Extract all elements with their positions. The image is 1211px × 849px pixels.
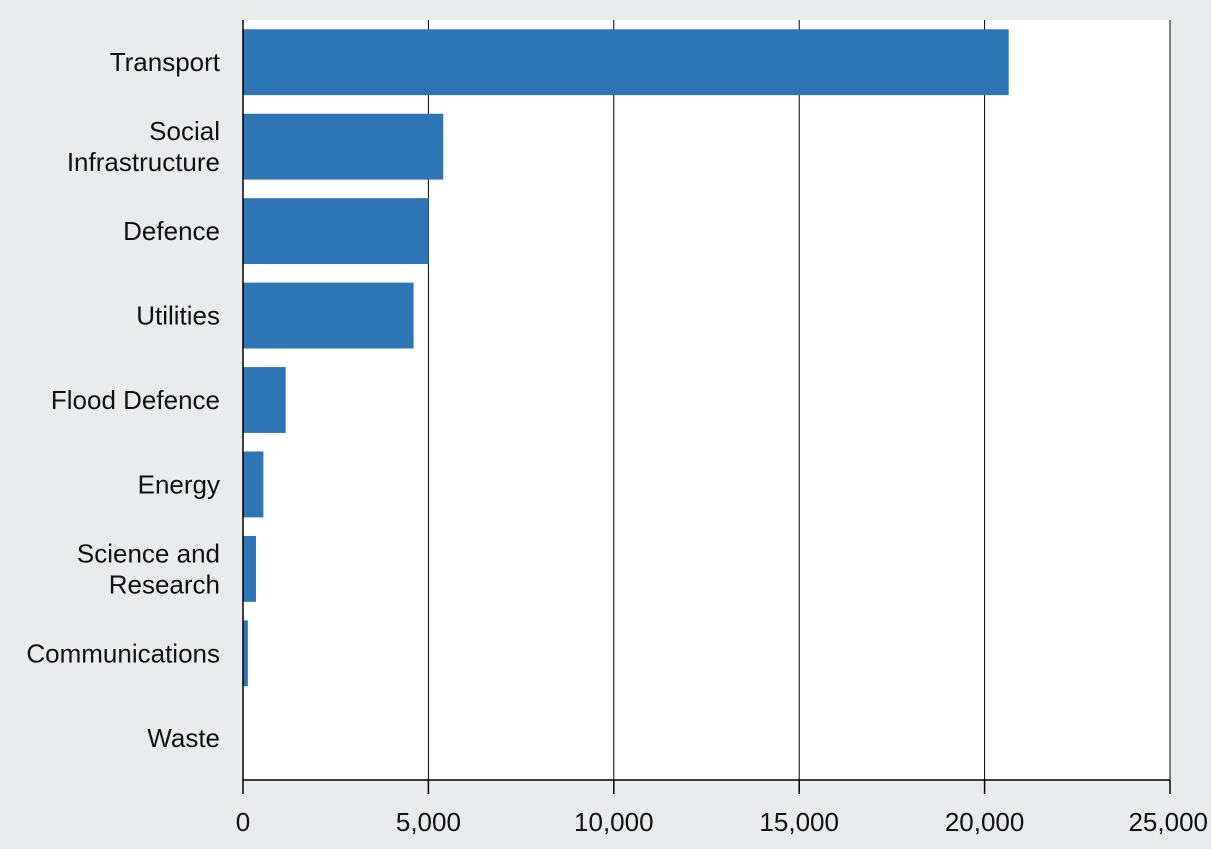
x-tick-label: 10,000 (574, 807, 654, 837)
bar (243, 367, 286, 433)
bar (243, 113, 444, 180)
category-label: Communications (26, 638, 220, 668)
category-label: Defence (123, 216, 220, 246)
bar (243, 29, 1009, 96)
category-label: Waste (147, 723, 220, 753)
category-label: Science and Research (77, 538, 220, 599)
category-labels: Transport Social Infrastructure Defence Util… (26, 47, 220, 753)
x-tick-label: 20,000 (945, 807, 1025, 837)
category-label: Social Infrastructure (67, 116, 220, 177)
x-tick-label: 5,000 (396, 807, 461, 837)
bar (243, 451, 264, 518)
bar (243, 535, 256, 602)
x-tick-label: 15,000 (759, 807, 839, 837)
category-label: Utilities (136, 301, 220, 331)
category-label: Transport (110, 47, 221, 77)
axes (242, 20, 1171, 794)
bar (243, 620, 248, 687)
x-tick-labels: 0 5,000 10,000 15,000 20,000 25,000 (236, 807, 1208, 837)
x-tick-label: 25,000 (1128, 807, 1208, 837)
bars (243, 29, 1009, 687)
bar (243, 198, 429, 265)
x-tick-label: 0 (236, 807, 250, 837)
category-label: Flood Defence (51, 385, 220, 415)
bar (243, 282, 414, 349)
category-label: Energy (138, 469, 220, 499)
